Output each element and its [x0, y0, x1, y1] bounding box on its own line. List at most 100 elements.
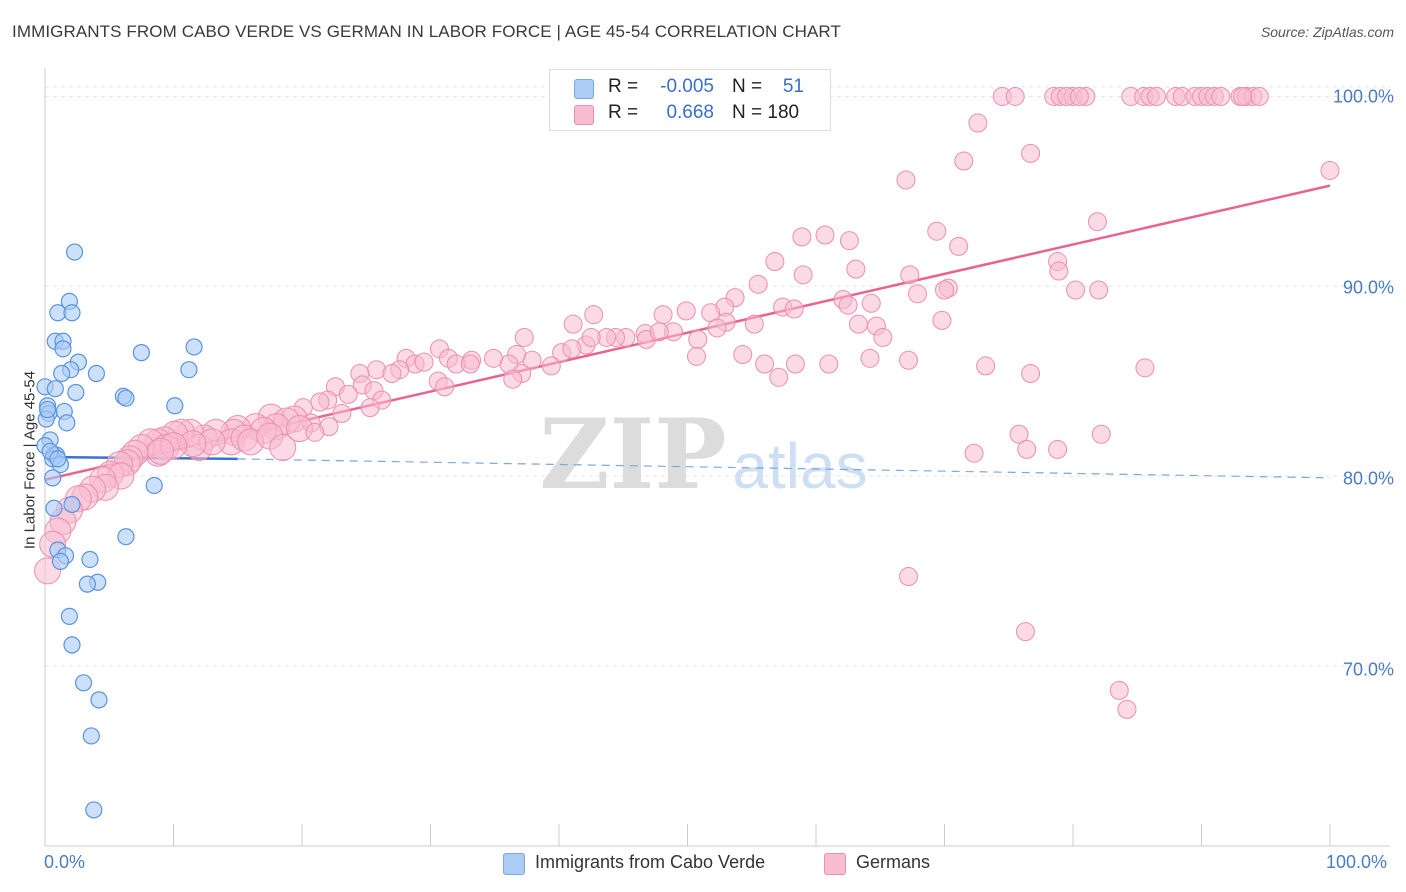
germans-point: [861, 293, 881, 313]
cabo-verde-point: [54, 340, 72, 358]
germans-point: [581, 327, 601, 347]
germans-point: [744, 314, 764, 334]
germans-point: [793, 265, 813, 285]
bottom-legend-label: Immigrants from Cabo Verde: [535, 852, 766, 872]
cabo-verde-point: [185, 338, 203, 356]
cabo-verde-point: [145, 476, 163, 495]
germans-point: [976, 356, 996, 376]
cabo-verde-trend-extension: [237, 458, 1331, 479]
germans-point: [584, 305, 604, 325]
cabo-verde-point: [58, 414, 76, 432]
germans-point: [649, 322, 669, 342]
germans-point: [1021, 143, 1041, 163]
cabo-verde-point: [63, 636, 81, 654]
germans-point: [846, 259, 866, 279]
stats-legend: R = -0.005 N = 51 R = 0.668 N = 180: [549, 69, 831, 131]
germans-point: [435, 377, 455, 397]
legend-swatch-pink: [574, 105, 594, 125]
germans-point: [784, 299, 804, 319]
x-tick-label-min: 0.0%: [44, 852, 86, 872]
cabo-verde-point: [117, 528, 135, 546]
watermark-atlas: atlas: [732, 430, 867, 502]
germans-point: [949, 236, 969, 256]
germans-points: [34, 86, 1340, 719]
germans-point: [838, 295, 858, 315]
germans-point: [653, 305, 673, 325]
germans-point: [1320, 160, 1340, 180]
cabo-verde-point: [166, 397, 184, 415]
germans-point: [908, 284, 928, 304]
germans-point: [1049, 261, 1069, 281]
germans-point: [899, 567, 919, 587]
cabo-verde-point: [46, 380, 64, 398]
cabo-verde-point: [74, 674, 93, 692]
legend-r-value: 0.668: [666, 102, 714, 123]
germans-point: [1066, 280, 1086, 300]
legend-n-label: N =: [732, 76, 763, 97]
legend-row-cabo-verde: R = -0.005 N = 51: [550, 76, 830, 100]
cabo-verde-point: [45, 499, 63, 517]
cabo-verde-point: [60, 607, 79, 625]
y-tick-label-80: 80.0%: [1342, 468, 1394, 489]
germans-point: [541, 356, 561, 376]
germans-point: [1017, 439, 1037, 459]
germans-point: [305, 422, 325, 442]
cabo-verde-point: [49, 450, 67, 468]
cabo-verde-point: [51, 552, 70, 570]
germans-point: [414, 352, 434, 372]
germans-point: [848, 314, 868, 334]
legend-r-label: R =: [608, 76, 639, 97]
cabo-verde-point: [180, 361, 198, 379]
germans-point: [483, 348, 503, 368]
cabo-verde-point: [53, 364, 71, 383]
germans-point: [873, 327, 893, 347]
germans-point: [792, 227, 812, 247]
germans-point: [964, 443, 984, 463]
germans-point: [1015, 622, 1035, 642]
germans-point: [733, 345, 753, 365]
germans-point: [1087, 212, 1107, 232]
bottom-legend-label: Germans: [856, 852, 931, 872]
cabo-verde-point: [65, 243, 84, 261]
cabo-verde-point: [38, 400, 57, 419]
germans-point: [1249, 86, 1269, 106]
germans-point: [1021, 364, 1041, 384]
germans-point: [514, 327, 534, 347]
y-tick-label-90: 90.0%: [1342, 277, 1394, 298]
germans-point: [1048, 439, 1068, 459]
germans-point: [1135, 358, 1155, 378]
germans-point: [1089, 280, 1109, 300]
cabo-verde-point: [85, 801, 103, 819]
germans-point: [382, 364, 402, 384]
germans-point: [785, 354, 805, 374]
germans-point: [932, 310, 952, 330]
cabo-verde-point: [44, 469, 62, 487]
bottom-legend-swatch-pink: [824, 853, 846, 875]
germans-point: [147, 437, 175, 465]
germans-point: [1117, 699, 1137, 719]
gridlines: [45, 86, 1390, 667]
germans-point: [310, 392, 330, 412]
cabo-verde-point: [81, 550, 99, 569]
germans-point: [899, 350, 919, 370]
germans-point: [900, 265, 920, 285]
cabo-verde-point: [132, 344, 150, 362]
germans-point: [815, 225, 835, 245]
source-label: Source: ZipAtlas.com: [1260, 24, 1394, 40]
germans-point: [562, 339, 582, 359]
germans-point: [503, 369, 523, 389]
germans-point: [1109, 680, 1129, 700]
germans-point: [927, 221, 947, 241]
germans-point: [839, 231, 859, 251]
cabo-verde-point: [90, 691, 108, 709]
germans-point: [686, 346, 706, 366]
germans-point: [460, 354, 480, 374]
germans-point: [707, 318, 727, 338]
legend-swatch-blue: [574, 79, 594, 99]
cabo-verde-point: [67, 383, 85, 402]
y-tick-label-70: 70.0%: [1342, 659, 1394, 680]
y-tick-label-100: 100.0%: [1332, 86, 1394, 107]
germans-point: [1009, 424, 1029, 444]
cabo-verde-point: [78, 575, 97, 593]
